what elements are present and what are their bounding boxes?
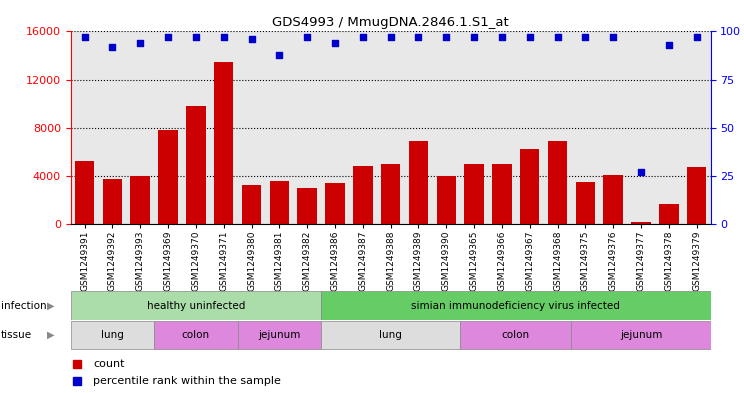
Bar: [381, 164, 400, 224]
Point: [580, 34, 591, 40]
Point: [663, 42, 675, 48]
Bar: [321, 321, 460, 349]
Bar: [492, 164, 512, 224]
Point: [524, 34, 536, 40]
Point: [162, 34, 174, 40]
Bar: [464, 164, 484, 224]
Text: infection: infection: [1, 301, 46, 310]
Bar: [75, 162, 94, 224]
Bar: [71, 321, 154, 349]
Point: [246, 36, 257, 42]
Point: [690, 34, 702, 40]
Point: [468, 34, 480, 40]
Text: ▶: ▶: [47, 330, 54, 340]
Point: [385, 34, 397, 40]
Title: GDS4993 / MmugDNA.2846.1.S1_at: GDS4993 / MmugDNA.2846.1.S1_at: [272, 16, 509, 29]
Bar: [154, 321, 237, 349]
Bar: [687, 167, 706, 224]
Bar: [659, 204, 679, 224]
Bar: [353, 166, 373, 224]
Text: healthy uninfected: healthy uninfected: [147, 301, 245, 310]
Bar: [71, 292, 321, 320]
Point: [496, 34, 508, 40]
Bar: [325, 183, 344, 224]
Point: [134, 40, 146, 46]
Bar: [571, 321, 711, 349]
Text: jejunum: jejunum: [620, 330, 662, 340]
Point: [635, 169, 647, 175]
Point: [106, 44, 118, 50]
Point: [551, 34, 563, 40]
Bar: [130, 176, 150, 224]
Bar: [186, 106, 205, 224]
Bar: [321, 292, 711, 320]
Text: simian immunodeficiency virus infected: simian immunodeficiency virus infected: [411, 301, 620, 310]
Bar: [242, 185, 261, 224]
Bar: [269, 181, 289, 224]
Point: [273, 51, 285, 58]
Text: lung: lung: [379, 330, 402, 340]
Point: [412, 34, 424, 40]
Bar: [603, 174, 623, 224]
Text: count: count: [93, 358, 124, 369]
Bar: [158, 130, 178, 224]
Bar: [237, 321, 321, 349]
Point: [329, 40, 341, 46]
Bar: [520, 149, 539, 224]
Bar: [298, 188, 317, 224]
Bar: [408, 141, 428, 224]
Bar: [548, 141, 567, 224]
Text: percentile rank within the sample: percentile rank within the sample: [93, 376, 281, 386]
Text: lung: lung: [101, 330, 124, 340]
Bar: [631, 222, 651, 224]
Text: tissue: tissue: [1, 330, 32, 340]
Text: colon: colon: [501, 330, 530, 340]
Text: ▶: ▶: [47, 301, 54, 310]
Point: [440, 34, 452, 40]
Point: [357, 34, 369, 40]
Text: colon: colon: [182, 330, 210, 340]
Bar: [460, 321, 571, 349]
Text: jejunum: jejunum: [258, 330, 301, 340]
Bar: [214, 62, 234, 224]
Point: [79, 34, 91, 40]
Point: [301, 34, 313, 40]
Point: [607, 34, 619, 40]
Bar: [576, 182, 595, 224]
Point: [218, 34, 230, 40]
Bar: [437, 176, 456, 224]
Point: [190, 34, 202, 40]
Bar: [103, 180, 122, 224]
